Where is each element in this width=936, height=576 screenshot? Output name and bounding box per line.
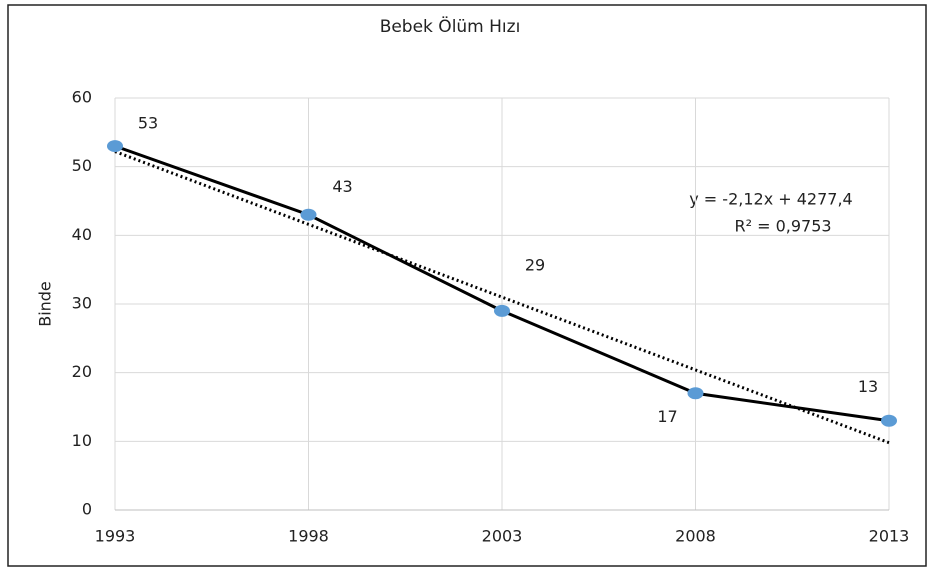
trend-r-squared: R² = 0,9753 — [734, 217, 831, 236]
x-tick-label: 2003 — [482, 527, 523, 546]
data-label: 53 — [138, 114, 158, 133]
x-tick-label: 2013 — [869, 527, 910, 546]
trend-equation: y = -2,12x + 4277,4 — [689, 190, 852, 209]
y-tick-label: 50 — [72, 156, 92, 175]
y-tick-label: 20 — [72, 362, 92, 381]
y-tick-label: 0 — [82, 500, 92, 519]
y-tick-label: 10 — [72, 431, 92, 450]
marker — [881, 414, 897, 427]
marker — [494, 304, 510, 317]
y-tick-label: 40 — [72, 225, 92, 244]
data-label: 43 — [332, 177, 352, 196]
chart-title: Bebek Ölüm Hızı — [380, 15, 521, 37]
y-axis-label: Binde — [36, 281, 55, 327]
marker — [687, 387, 704, 400]
data-label: 13 — [858, 377, 878, 396]
x-tick-label: 1993 — [95, 527, 136, 546]
y-tick-label: 60 — [72, 88, 92, 107]
marker — [300, 208, 317, 221]
x-tick-label: 1998 — [288, 527, 329, 546]
x-tick-label: 2008 — [675, 527, 716, 546]
y-tick-label: 30 — [72, 294, 92, 313]
data-label: 17 — [657, 407, 677, 426]
marker — [107, 140, 123, 153]
data-label: 29 — [525, 255, 545, 274]
